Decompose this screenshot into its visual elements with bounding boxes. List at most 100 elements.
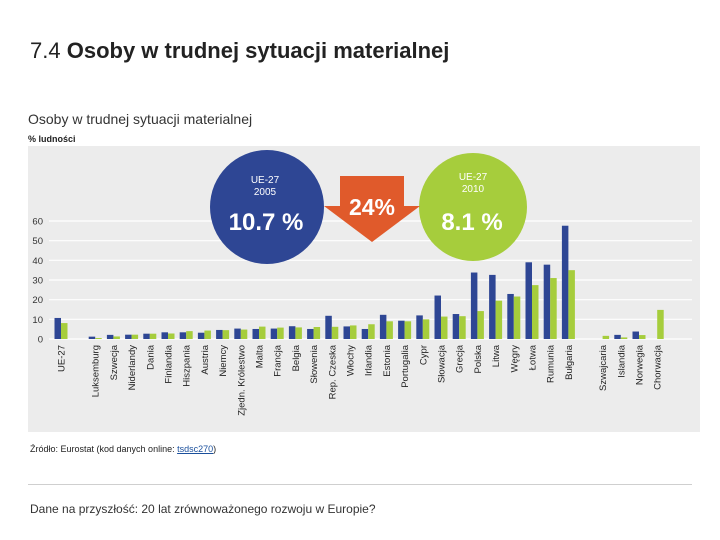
bar-2005	[252, 328, 259, 339]
bar-2005	[307, 328, 314, 339]
bar-2005	[507, 293, 514, 339]
bar-2010	[295, 327, 302, 339]
bar-2010	[277, 327, 284, 339]
bar-2010	[513, 296, 521, 339]
footer-text: Dane na przyszłość: 20 lat zrównoważoneg…	[30, 502, 376, 516]
badge-2005-label: UE-27	[251, 175, 280, 186]
bar-2010	[602, 335, 610, 339]
bar-2005	[398, 320, 405, 339]
bar-2005	[343, 326, 350, 339]
x-category-label: Polska	[473, 344, 484, 373]
bar-2005	[179, 332, 187, 339]
badge-2005-circle	[210, 150, 324, 264]
x-category-label: Szwecja	[109, 344, 120, 380]
y-tick-label: 60	[32, 217, 43, 228]
bar-2005	[489, 274, 496, 339]
x-category-label: Słowacja	[437, 344, 448, 383]
decrease-arrow	[324, 176, 420, 242]
x-category-label: Litwa	[491, 344, 502, 367]
x-category-label: Portugalia	[400, 344, 411, 387]
bar-2010	[240, 329, 248, 339]
x-category-label: Łotwa	[528, 344, 539, 370]
bar-2010	[386, 321, 393, 339]
x-category-label: Zjedn. Królestwo	[236, 345, 247, 416]
bar-2005	[270, 328, 278, 339]
bar-2010	[639, 335, 646, 339]
bar-2010	[568, 270, 575, 339]
bar-2010	[350, 325, 357, 339]
y-tick-label: 0	[38, 335, 43, 346]
x-category-label: Niemcy	[218, 345, 229, 377]
y-tick-label: 40	[32, 256, 43, 267]
bar-2010	[61, 323, 68, 339]
x-category-label: Islandia	[616, 344, 627, 377]
bar-2005	[54, 317, 61, 339]
decrease-value: 24%	[349, 194, 395, 220]
x-category-label: Grecja	[455, 344, 466, 373]
y-tick-label: 30	[32, 276, 43, 287]
source-suffix: )	[213, 444, 217, 454]
bar-2010	[422, 319, 430, 339]
bar-2005	[88, 336, 96, 339]
bar-2010	[186, 331, 193, 339]
bar-2005	[561, 225, 569, 339]
bar-2010	[657, 309, 664, 339]
bar-2010	[204, 330, 211, 339]
badge-2010-label: UE-27	[459, 172, 488, 183]
x-category-label: Słowenia	[309, 344, 320, 383]
bar-2005	[125, 334, 132, 339]
chart-title: Osoby w trudnej sytuacji materialnej	[28, 111, 253, 127]
x-category-label: Niderlandy	[127, 345, 138, 391]
bar-2005	[632, 331, 639, 339]
source-note: Źródło: Eurostat (kod danych online: tsd…	[30, 444, 216, 454]
bar-2005	[525, 262, 532, 339]
bar-2005	[452, 314, 460, 339]
bar-2010	[459, 316, 466, 339]
bar-2010	[131, 334, 139, 339]
bar-2010	[404, 321, 412, 339]
x-category-label: Bułgaria	[564, 344, 575, 380]
bar-2005	[216, 329, 223, 339]
bar-2005	[106, 334, 114, 339]
x-category-label: Rumunia	[546, 344, 557, 383]
y-tick-label: 20	[32, 295, 43, 306]
x-category-label: Węgry	[509, 345, 520, 373]
badge-2005-value: 10.7 %	[229, 209, 304, 236]
x-category-label: Norwegia	[635, 344, 646, 385]
x-category-label: Irlandia	[364, 344, 375, 376]
x-category-label: Dania	[145, 344, 156, 370]
bar-2010	[441, 316, 448, 339]
slide-title-text: Osoby w trudnej sytuacji materialnej	[66, 38, 450, 63]
bar-2005	[416, 315, 423, 339]
bar-2010	[313, 327, 321, 339]
bar-2010	[477, 311, 484, 339]
bar-2005	[288, 326, 296, 339]
y-axis-unit: % ludności	[28, 134, 76, 144]
bar-2010	[259, 326, 266, 339]
chart-panel: 0 10 20 30 40 50 60 UE-27 2005 10.7 % UE-27 2010 8.1…	[28, 146, 700, 432]
bar-2010	[532, 285, 539, 339]
x-category-label: Belgia	[291, 344, 302, 371]
badge-2010-circle	[419, 153, 527, 261]
bar-2005	[361, 328, 369, 339]
bar-2010	[495, 300, 503, 339]
x-category-label: Francja	[273, 344, 284, 376]
x-category-label: Austria	[200, 344, 211, 374]
bar-2010	[168, 333, 175, 339]
bar-2005	[470, 272, 478, 339]
bar-2005	[614, 334, 621, 339]
x-category-label: Luksemburg	[91, 345, 102, 397]
bar-2005	[325, 315, 332, 339]
x-category-label: Rep. Czeska	[327, 344, 338, 399]
bar-2005	[197, 332, 205, 339]
source-data-link[interactable]: tsdsc270	[177, 444, 214, 454]
x-category-label: Malta	[255, 344, 266, 368]
bar-2010	[620, 337, 628, 339]
badge-2010-label: 2010	[462, 184, 485, 195]
bar-2010	[149, 333, 157, 339]
bar-2010	[95, 338, 102, 339]
x-category-label: Cypr	[418, 345, 429, 365]
bar-2005	[161, 332, 168, 339]
x-category-label: Finlandia	[164, 344, 175, 383]
